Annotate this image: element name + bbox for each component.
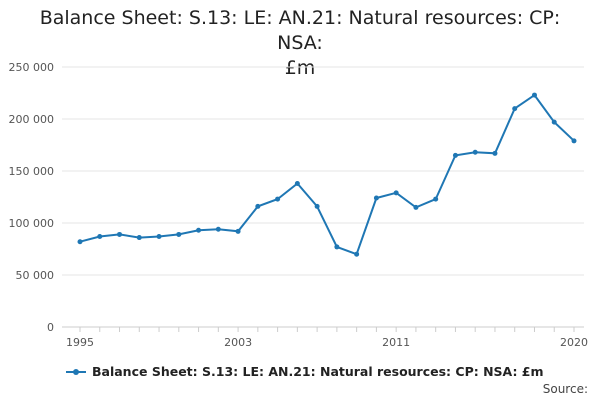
data-point[interactable] xyxy=(531,92,537,98)
data-point[interactable] xyxy=(393,190,399,196)
data-point[interactable] xyxy=(235,228,241,234)
data-point[interactable] xyxy=(512,106,518,112)
x-tick-label: 2011 xyxy=(382,336,410,349)
data-point[interactable] xyxy=(472,149,478,155)
y-tick-label: 0 xyxy=(47,321,54,334)
data-point[interactable] xyxy=(136,235,142,241)
data-point[interactable] xyxy=(255,203,261,209)
data-point[interactable] xyxy=(196,227,202,233)
gridlines xyxy=(62,66,584,276)
chart-title-line-2: £m xyxy=(284,57,316,79)
data-point[interactable] xyxy=(571,138,577,144)
legend-swatch xyxy=(66,368,86,375)
data-point[interactable] xyxy=(176,231,182,237)
data-point[interactable] xyxy=(551,119,557,125)
data-point[interactable] xyxy=(156,234,162,240)
chart-title: Balance Sheet: S.13: LE: AN.21: Natural … xyxy=(20,6,580,81)
y-tick-label: 150 000 xyxy=(9,165,55,178)
data-point[interactable] xyxy=(275,196,281,202)
x-tick-label: 2003 xyxy=(224,336,252,349)
x-tick-label: 2020 xyxy=(560,336,588,349)
y-axis: 0 50 000 100 000 150 000 200 000 250 000 xyxy=(9,61,55,334)
y-tick-label: 200 000 xyxy=(9,113,55,126)
data-point[interactable] xyxy=(97,234,103,240)
data-point[interactable] xyxy=(492,150,498,156)
data-point[interactable] xyxy=(433,196,439,202)
y-tick-label: 50 000 xyxy=(16,269,55,282)
chart-title-line-1: Balance Sheet: S.13: LE: AN.21: Natural … xyxy=(39,7,561,54)
source-label: Source: xyxy=(542,382,588,396)
series-points xyxy=(77,92,577,257)
data-point[interactable] xyxy=(334,244,340,250)
data-point[interactable] xyxy=(215,226,221,232)
data-point[interactable] xyxy=(452,152,458,158)
data-point[interactable] xyxy=(413,204,419,210)
data-point[interactable] xyxy=(373,195,379,201)
legend-label: Balance Sheet: S.13: LE: AN.21: Natural … xyxy=(92,364,544,379)
data-point[interactable] xyxy=(117,231,123,237)
data-point[interactable] xyxy=(77,239,83,245)
legend[interactable]: Balance Sheet: S.13: LE: AN.21: Natural … xyxy=(66,364,544,379)
data-point[interactable] xyxy=(314,203,320,209)
y-tick-label: 250 000 xyxy=(9,61,55,74)
x-tick-label: 1995 xyxy=(66,336,94,349)
data-point[interactable] xyxy=(294,180,300,186)
y-tick-label: 100 000 xyxy=(9,217,55,230)
data-point[interactable] xyxy=(354,251,360,257)
series-line xyxy=(79,93,575,256)
x-axis: 1995 2003 2011 2020 xyxy=(66,327,588,349)
